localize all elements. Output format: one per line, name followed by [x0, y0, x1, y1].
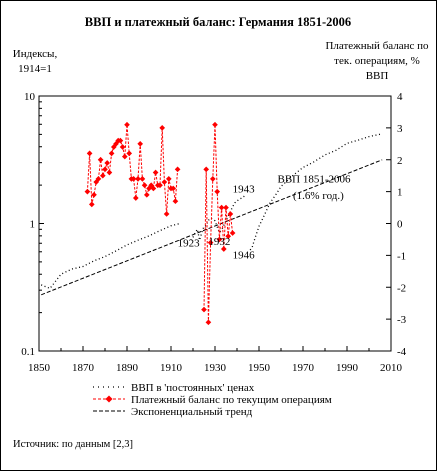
left-axis-tick-label: 1: [30, 219, 36, 231]
x-axis-tick-label: 1910: [160, 362, 183, 374]
current-account-point: [137, 140, 144, 147]
legend-item-current-account: Платежный баланс по текущим операциям: [93, 394, 332, 406]
right-axis-tick-label: -3: [397, 314, 407, 326]
right-axis-tick-label: 0: [397, 219, 403, 231]
current-account-point: [88, 201, 95, 208]
current-account-point: [225, 233, 232, 240]
current-account-point: [152, 169, 159, 176]
legend-marker-current-account: [105, 395, 113, 403]
current-account-series-line: [203, 124, 234, 323]
current-account-point: [139, 176, 146, 182]
right-axis-tick-label: 2: [397, 155, 403, 167]
current-account-point: [207, 239, 214, 246]
right-axis-tick-label: 1: [397, 187, 403, 199]
chart-title: ВВП и платежный баланс: Германия 1851-20…: [85, 15, 351, 29]
annotation-label: 1932: [208, 236, 230, 248]
legend-label-gdp: ВВП в 'постоянных' ценах: [131, 382, 255, 394]
x-axis-tick-label: 1890: [116, 362, 139, 374]
current-account-point: [104, 160, 111, 166]
legend-item-trend: Экспоненциальный тренд: [93, 406, 253, 418]
current-account-point: [141, 182, 148, 189]
trend-line: [41, 159, 383, 296]
current-account-point: [135, 176, 141, 182]
current-account-point: [216, 236, 223, 243]
current-account-point: [119, 144, 126, 150]
legend-item-gdp: ВВП в 'постоянных' ценах: [93, 382, 255, 394]
right-axis-label-line-3: ВВП: [366, 70, 389, 82]
left-axis-label-line-2: 1914=1: [18, 63, 52, 75]
x-axis-tick-label: 1930: [204, 362, 227, 374]
current-account-point: [157, 182, 163, 189]
current-account-point: [220, 246, 227, 252]
current-account-point: [132, 195, 139, 201]
current-account-point: [91, 191, 97, 198]
annotation-label: 1946: [233, 250, 256, 262]
current-account-point: [102, 166, 108, 173]
annotation-label: 1923: [178, 238, 201, 250]
current-account-point: [163, 211, 170, 217]
current-account-point: [95, 176, 102, 182]
x-axis-tick-label: 1870: [72, 362, 95, 374]
right-axis-label-line-1: Платежный баланс по: [325, 40, 429, 52]
legend-label-current-account: Платежный баланс по текущим операциям: [131, 394, 332, 406]
annotation-label: 1943: [233, 184, 256, 196]
current-account-point: [121, 153, 128, 160]
current-account-point: [205, 319, 212, 326]
current-account-point: [209, 176, 216, 182]
current-account-point: [117, 137, 124, 144]
left-axis-label-line-1: Индексы,: [13, 48, 58, 60]
current-account-point: [165, 176, 172, 182]
annotation-label: (1.6% год.): [293, 190, 344, 202]
current-account-point: [212, 121, 218, 128]
x-axis-tick-label: 1990: [336, 362, 359, 374]
current-account-point: [99, 172, 106, 179]
current-account-point: [130, 176, 137, 182]
annotation-label: ВВП 1851-2006: [277, 173, 351, 185]
current-account-point: [97, 156, 104, 163]
current-account-point: [124, 121, 130, 128]
plot-area: 0.1 1 10 -4 -3 -2 -1 0 1 2 3 4 1850 1870 1890 1910 1930 1…: [21, 91, 406, 374]
right-axis-tick-label: -2: [397, 282, 406, 294]
x-axis-tick-label: 1950: [248, 362, 271, 374]
current-account-point: [201, 306, 207, 313]
right-axis-tick-label: 3: [397, 123, 403, 135]
legend-label-trend: Экспоненциальный тренд: [131, 406, 253, 418]
x-axis-tick-label: 1970: [292, 362, 315, 374]
current-account-point: [126, 150, 133, 157]
x-axis-tick-label: 1850: [28, 362, 51, 374]
current-account-point: [203, 166, 210, 173]
left-axis-tick-label: 10: [24, 91, 36, 103]
current-account-series-line: [86, 124, 179, 214]
current-account-point: [143, 191, 150, 198]
current-account-point: [108, 150, 115, 157]
current-account-point: [84, 188, 91, 195]
right-axis-label-line-2: тек. операциям, %: [334, 55, 420, 67]
current-account-point: [229, 230, 236, 236]
current-account-point: [223, 204, 229, 211]
current-account-point: [106, 169, 113, 176]
source-note: Источник: по данным [2,3]: [13, 439, 133, 450]
gdp-series-line: [40, 222, 180, 290]
right-axis-tick-label: -4: [397, 346, 407, 358]
current-account-point: [218, 204, 225, 211]
right-axis-tick-label: 4: [397, 91, 403, 103]
current-account-point: [214, 188, 221, 195]
current-account-point: [170, 185, 177, 192]
current-account-point: [174, 166, 181, 173]
legend: ВВП в 'постоянных' ценах Платежный балан…: [93, 382, 332, 418]
current-account-point: [161, 179, 168, 185]
left-axis-tick-label: 0.1: [21, 346, 35, 358]
current-account-point: [172, 198, 179, 205]
current-account-point: [227, 211, 234, 217]
current-account-point: [159, 125, 166, 131]
current-account-point: [150, 185, 157, 192]
x-axis-tick-label: 2010: [380, 362, 403, 374]
right-axis-tick-label: -1: [397, 250, 406, 262]
current-account-point: [86, 150, 93, 157]
gdp-series-line: [190, 193, 247, 241]
